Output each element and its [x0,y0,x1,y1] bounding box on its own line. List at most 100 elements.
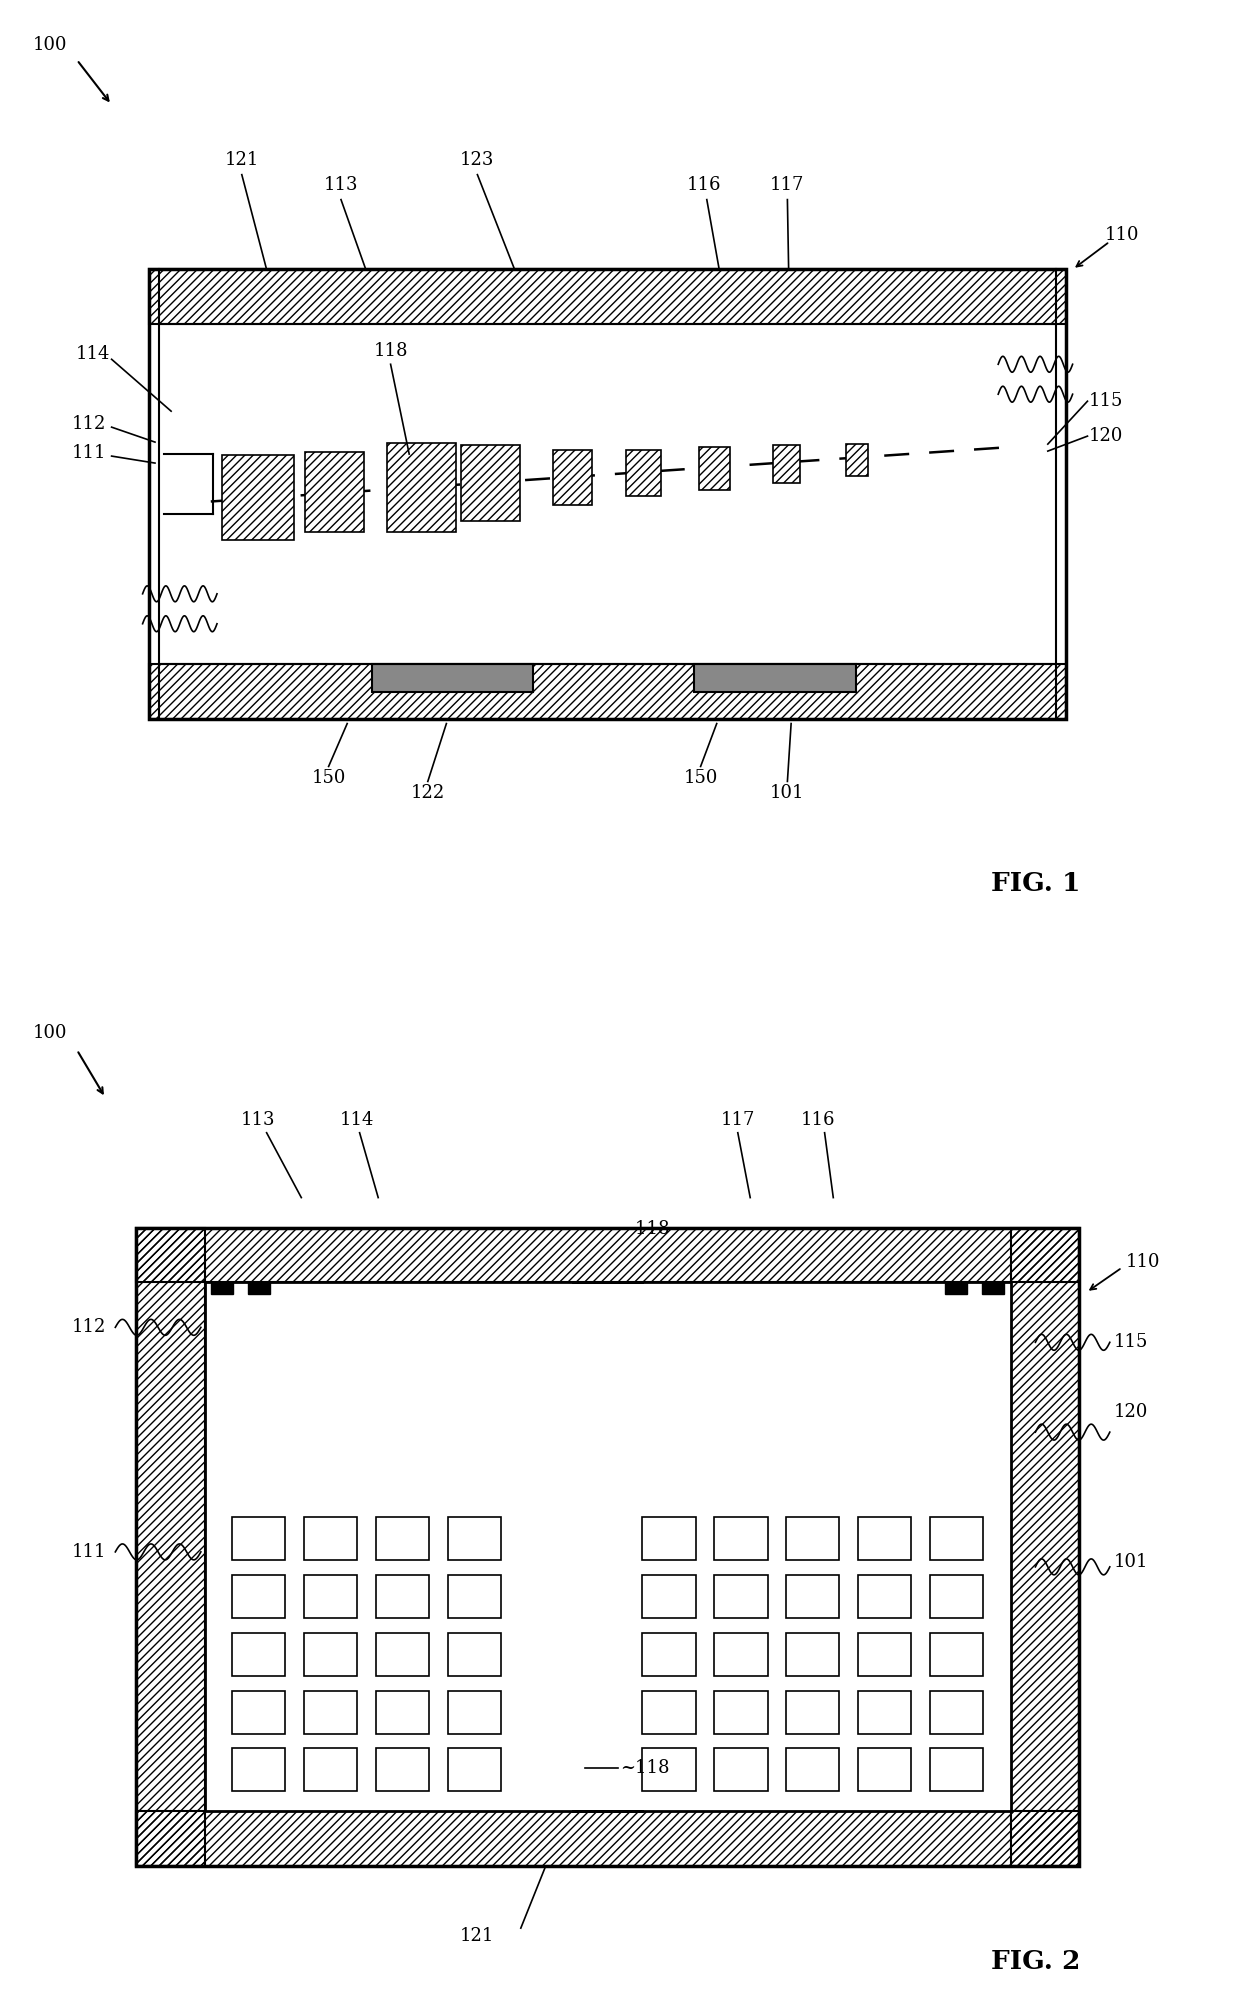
Bar [232,1517,285,1561]
Bar [642,1748,696,1792]
Bar [376,1691,429,1733]
Bar [304,1691,357,1733]
Bar [714,1691,768,1733]
Bar [149,663,1066,719]
Bar [248,1283,270,1295]
Bar [858,1691,911,1733]
Text: 115: 115 [1089,391,1123,411]
Bar [714,1517,768,1561]
Bar [304,1633,357,1677]
Bar [222,455,294,539]
Bar [448,1633,501,1677]
Bar [376,1575,429,1617]
Bar [786,1575,839,1617]
Bar [149,269,1066,719]
Text: 123: 123 [460,150,495,170]
Bar [930,1517,983,1561]
Bar [232,1691,285,1733]
Bar [461,445,521,521]
Bar [786,1691,839,1733]
Bar [642,1575,696,1617]
Bar [376,1633,429,1677]
Text: 116: 116 [801,1110,836,1130]
Bar [714,1633,768,1677]
Bar [136,1228,1079,1866]
Bar [626,449,661,497]
Text: 121: 121 [460,1926,495,1946]
Text: 122: 122 [410,784,445,802]
Text: 112: 112 [72,1317,107,1337]
Text: 120: 120 [1114,1403,1148,1421]
Text: ~118: ~118 [620,1758,670,1778]
Bar [714,1748,768,1792]
Text: ~118: ~118 [620,1220,670,1238]
Bar [642,1633,696,1677]
Text: 120: 120 [1089,427,1123,445]
Text: 113: 113 [241,1110,275,1130]
Bar [232,1748,285,1792]
Bar [773,445,800,483]
Bar [136,1228,1079,1866]
Text: 111: 111 [72,1543,107,1561]
Bar [448,1575,501,1617]
Bar [786,1633,839,1677]
Text: 114: 114 [340,1110,374,1130]
Bar [304,1517,357,1561]
Bar [714,1575,768,1617]
Bar [930,1691,983,1733]
Bar [448,1691,501,1733]
Text: 110: 110 [1126,1253,1161,1271]
Text: 112: 112 [72,415,107,433]
Bar [858,1517,911,1561]
Bar [136,1228,1079,1283]
Text: 100: 100 [32,1024,67,1042]
Bar [305,451,365,533]
Bar [858,1748,911,1792]
Text: 101: 101 [770,784,805,802]
Bar [1011,1228,1079,1866]
Bar [211,1283,233,1295]
Bar [376,1517,429,1561]
FancyBboxPatch shape [694,665,856,693]
Bar [136,1228,205,1866]
Bar [448,1748,501,1792]
Bar [786,1748,839,1792]
Bar [642,1691,696,1733]
Text: 101: 101 [1114,1553,1148,1571]
Bar [786,1517,839,1561]
Text: 118: 118 [373,341,408,361]
Bar [858,1633,911,1677]
Bar [387,443,455,531]
Bar [945,1283,967,1295]
Text: 117: 117 [720,1110,755,1130]
Bar [930,1575,983,1617]
Bar [553,449,593,505]
Text: 111: 111 [72,443,107,463]
Text: 116: 116 [687,176,722,194]
Bar [149,269,1066,323]
Text: 110: 110 [1105,226,1140,244]
Text: FIG. 1: FIG. 1 [991,870,1080,896]
Text: 115: 115 [1114,1333,1148,1351]
Bar [149,269,1066,719]
Bar [304,1575,357,1617]
Text: 150: 150 [311,768,346,788]
Bar [376,1748,429,1792]
Text: 113: 113 [324,176,358,194]
Bar [858,1575,911,1617]
FancyBboxPatch shape [372,665,533,693]
Text: 114: 114 [76,345,110,363]
Bar [232,1575,285,1617]
Bar [304,1748,357,1792]
Bar [642,1517,696,1561]
Text: 100: 100 [32,36,67,54]
Bar [930,1633,983,1677]
Bar [982,1283,1004,1295]
Bar [930,1748,983,1792]
Bar [136,1812,1079,1866]
Text: 150: 150 [683,768,718,788]
Bar [205,1283,1011,1812]
Text: 117: 117 [770,176,805,194]
Bar [846,443,868,475]
Bar [232,1633,285,1677]
